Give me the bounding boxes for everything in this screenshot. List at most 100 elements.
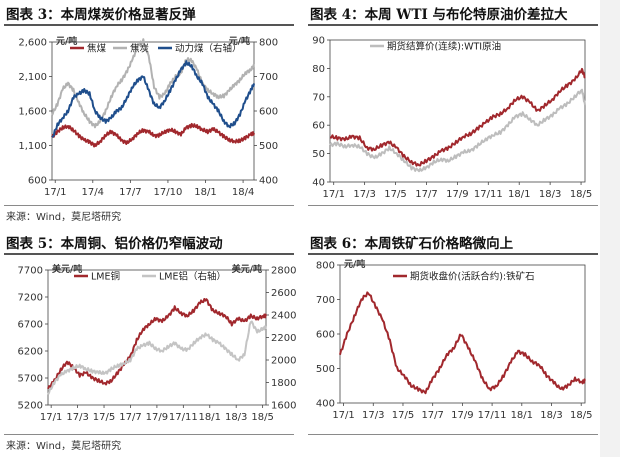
x-tick-label: 17/7: [421, 410, 443, 421]
y-tick-label: 90: [312, 36, 325, 47]
x-tick-label: 17/1: [322, 189, 344, 200]
x-tick-label: 17/4: [82, 187, 104, 198]
y-tick-label: 800: [316, 261, 335, 272]
x-tick-label: 18/3: [225, 412, 247, 423]
x-tick-label: 17/10: [154, 187, 183, 198]
x-tick-label: 18/5: [570, 410, 592, 421]
chart-5-title: 图表 5：本周铜、铝价格仍窄幅波动: [6, 236, 223, 252]
y-tick-label: 2,600: [18, 38, 47, 49]
chart-3-source: 来源：Wind，莫尼塔研究: [6, 212, 122, 223]
y2-tick-label: 2600: [271, 288, 296, 299]
legend-label: 焦煤: [87, 43, 107, 55]
x-tick-label: 17/9: [146, 412, 168, 423]
x-tick-label: 18/1: [508, 189, 530, 200]
chart-5-title-rule: [4, 253, 294, 255]
y2-axis-unit: 美元/吨: [232, 263, 262, 275]
y2-tick-label: 600: [259, 107, 278, 118]
x-tick-label: 18/3: [540, 410, 562, 421]
series-line: [51, 122, 255, 148]
x-tick-label: 18/1: [194, 187, 216, 198]
x-tick-label: 17/11: [474, 189, 503, 200]
y-tick-label: 2,100: [18, 72, 47, 83]
y-tick-label: 7700: [18, 266, 43, 277]
x-tick-label: 17/5: [93, 412, 115, 423]
x-tick-label: 18/3: [539, 189, 561, 200]
y-tick-label: 600: [28, 176, 47, 187]
y-tick-label: 700: [316, 295, 335, 306]
y2-axis-unit: 元/吨: [229, 35, 250, 47]
chart-4-title-rule: [308, 24, 598, 26]
x-tick-label: 17/9: [446, 189, 468, 200]
series-line: [51, 38, 255, 129]
legend-label: 动力煤（右轴）: [175, 43, 242, 55]
y-tick-label: 400: [316, 399, 335, 410]
y-tick-label: 1,100: [18, 141, 47, 152]
x-tick-label: 17/9: [451, 410, 473, 421]
x-tick-label: 17/5: [392, 410, 414, 421]
y-tick-label: 40: [312, 178, 325, 189]
chart-4-bottom-rule: [308, 205, 598, 206]
x-tick-label: 17/7: [119, 412, 141, 423]
chart-3: 600 1,100 1,600 2,100 2,600 元/吨 400 500 600 700 80…: [18, 35, 278, 198]
chart-5-bottom-rule: [4, 434, 294, 435]
x-tick-label: 18/5: [251, 412, 273, 423]
y2-tick-label: 2200: [271, 333, 296, 344]
chart-6-bottom-rule: [308, 434, 598, 435]
series-line: [51, 60, 255, 138]
y2-tick-label: 2400: [271, 311, 296, 322]
y-axis-unit: 元/吨: [56, 35, 77, 47]
legend-label: LME铝（右轴）: [159, 271, 226, 283]
chart-6-title: 图表 6：本周铁矿石价格略微向上: [310, 236, 514, 252]
chart-3-title: 图表 3：本周煤炭价格显著反弹: [6, 7, 196, 23]
y2-tick-label: 400: [259, 176, 278, 187]
y-tick-label: 80: [312, 64, 325, 75]
series-line: [329, 67, 586, 167]
y-tick-label: 7200: [18, 293, 43, 304]
chart-4-title: 图表 4：本周 WTI 与布伦特原油价差拉大: [310, 7, 568, 23]
y-tick-label: 6700: [18, 320, 43, 331]
chart-6: 400 500 600 700 800 元/吨 17/1 17/3 17/5 17/7 17/9 17…: [316, 258, 593, 421]
chart-3-bottom-rule: [4, 205, 294, 206]
x-tick-label: 17/7: [415, 189, 437, 200]
x-tick-label: 18/1: [511, 410, 533, 421]
chart-5: 5200 5700 6200 6700 7200 7700 美元/吨 1600 1800 2000…: [18, 263, 297, 423]
y-tick-label: 5700: [18, 374, 43, 385]
y-tick-label: 500: [316, 364, 335, 375]
plot-frame: [47, 269, 267, 406]
x-tick-label: 17/1: [332, 410, 354, 421]
x-tick-label: 18/5: [570, 189, 592, 200]
legend-label: 焦炭: [130, 43, 150, 55]
y-axis-unit: 美元/吨: [52, 263, 82, 275]
series-line: [47, 298, 267, 390]
x-tick-label: 17/11: [169, 412, 198, 423]
y-tick-label: 60: [312, 121, 325, 132]
y-tick-label: 1,600: [18, 107, 47, 118]
x-tick-label: 17/3: [66, 412, 88, 423]
page-margin-strip: [600, 0, 620, 457]
series-line: [329, 88, 586, 173]
x-tick-label: 17/3: [362, 410, 384, 421]
x-tick-label: 18/1: [199, 412, 221, 423]
y2-tick-label: 700: [259, 72, 278, 83]
legend-label: 期货收盘价(活跃合约):铁矿石: [410, 271, 535, 283]
plot-frame: [339, 264, 586, 404]
y2-tick-label: 1800: [271, 378, 296, 389]
x-tick-label: 17/3: [353, 189, 375, 200]
chart-3-title-rule: [4, 24, 294, 26]
y2-tick-label: 500: [259, 141, 278, 152]
y2-tick-label: 1600: [271, 401, 296, 412]
x-tick-label: 18/4: [232, 187, 254, 198]
x-tick-label: 17/11: [478, 410, 507, 421]
series-line: [47, 320, 267, 396]
y-tick-label: 600: [316, 330, 335, 341]
x-tick-label: 17/1: [40, 412, 62, 423]
y-tick-label: 5200: [18, 401, 43, 412]
x-tick-label: 17/1: [44, 187, 66, 198]
chart-5-source: 来源：Wind，莫尼塔研究: [6, 441, 122, 452]
y-tick-label: 6200: [18, 347, 43, 358]
y-tick-label: 70: [312, 92, 325, 103]
y2-tick-label: 2000: [271, 356, 296, 367]
y-tick-label: 50: [312, 149, 325, 160]
legend-label: 期货结算价(连续):WTI原油: [387, 41, 501, 53]
